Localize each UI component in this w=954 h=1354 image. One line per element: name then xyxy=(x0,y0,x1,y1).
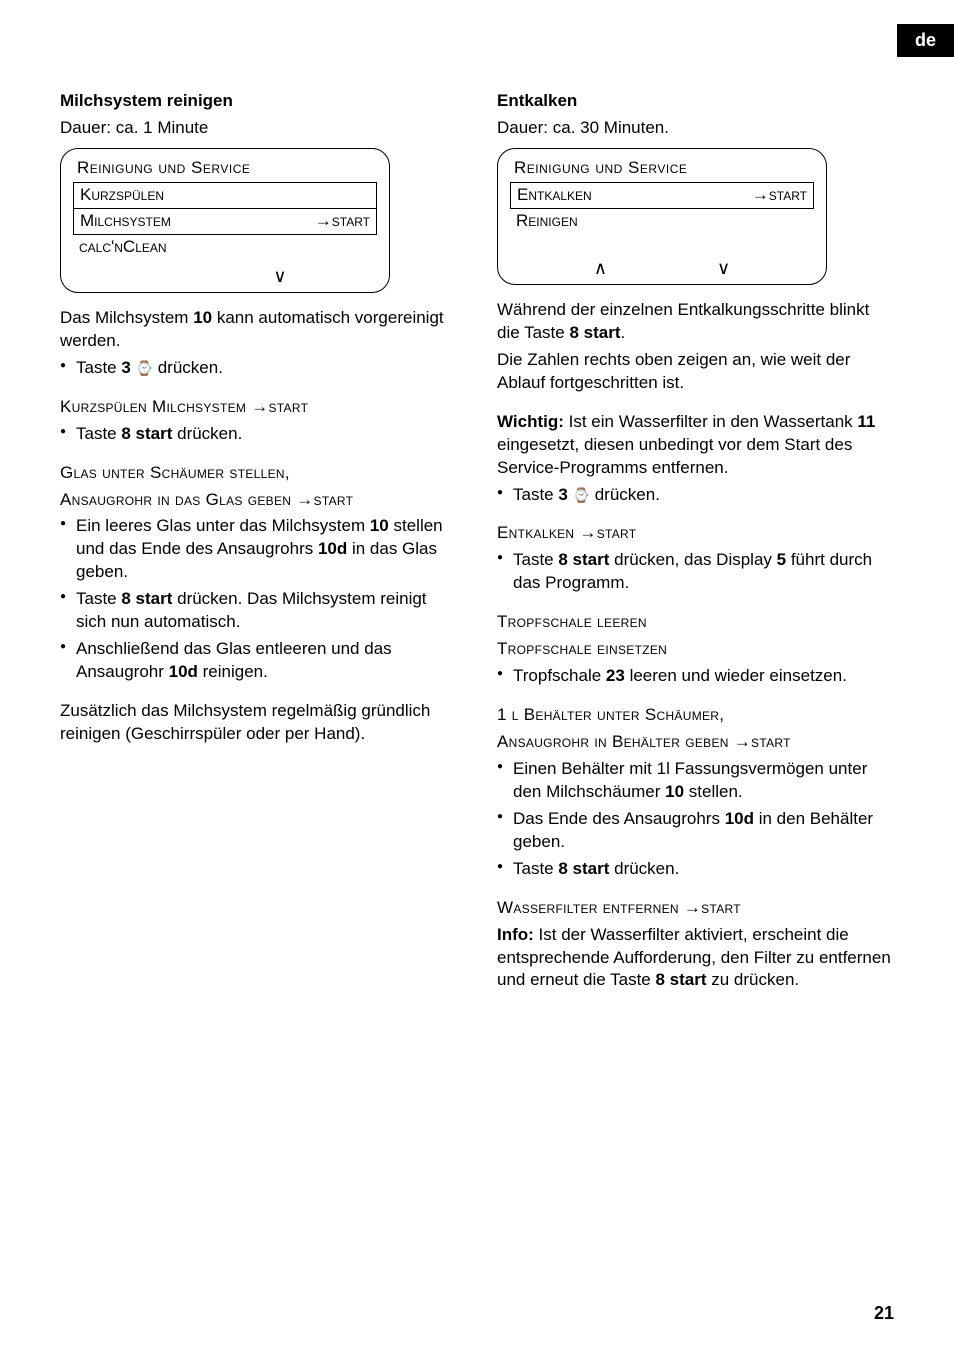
left-display: Reinigung und Service Kurzspülen Milchsy… xyxy=(60,148,390,293)
disp-scroll: ∧ ∨ xyxy=(510,252,814,280)
disp-scroll: ∨ xyxy=(73,260,377,288)
left-column: Milchsystem reinigen Dauer: ca. 1 Minute… xyxy=(60,90,457,996)
page-number: 21 xyxy=(874,1303,894,1324)
paragraph: Info: Ist der Wasserfilter aktiviert, er… xyxy=(497,924,894,993)
paragraph: Die Zahlen rechts oben zeigen an, wie we… xyxy=(497,349,894,395)
paragraph: Wichtig: Ist ein Wasserfilter in den Was… xyxy=(497,411,894,480)
list-item: Taste 3 ⌚ drücken. xyxy=(497,484,894,507)
disp-row-highlight: Milchsystem →start xyxy=(73,208,377,235)
paragraph: Während der einzelnen Entkalkungsschritt… xyxy=(497,299,894,345)
chevron-down-icon: ∨ xyxy=(273,264,286,288)
display-text: Wasserfilter entfernen →start xyxy=(497,897,894,920)
list-item: Ein leeres Glas unter das Milchsystem 10… xyxy=(60,515,457,584)
display-text: Entkalken →start xyxy=(497,522,894,545)
right-heading: Entkalken xyxy=(497,91,577,110)
right-duration: Dauer: ca. 30 Minuten. xyxy=(497,117,894,140)
disp-title: Reinigung und Service xyxy=(510,157,814,182)
list-item: Taste 8 start drücken. Das Milchsystem r… xyxy=(60,588,457,634)
paragraph: Zusätzlich das Milchsystem regelmäßig gr… xyxy=(60,700,457,746)
display-text: Ansaugrohr in das Glas geben →start xyxy=(60,489,457,512)
right-column: Entkalken Dauer: ca. 30 Minuten. Reinigu… xyxy=(497,90,894,996)
list-item: Einen Behälter mit 1l Fassungsvermögen u… xyxy=(497,758,894,804)
display-text: Glas unter Schäumer stellen, xyxy=(60,462,457,485)
list-item: Tropfschale 23 leeren und wieder einsetz… xyxy=(497,665,894,688)
left-heading: Milchsystem reinigen xyxy=(60,91,233,110)
right-display: Reinigung und Service Entkalken →start R… xyxy=(497,148,827,285)
disp-row-highlight: Entkalken →start xyxy=(510,182,814,209)
list-item: Taste 8 start drücken, das Display 5 füh… xyxy=(497,549,894,595)
chevron-down-icon: ∨ xyxy=(717,256,730,280)
list-item: Anschließend das Glas entleeren und das … xyxy=(60,638,457,684)
display-text: Tropfschale leeren xyxy=(497,611,894,634)
list-item: Taste 8 start drücken. xyxy=(497,858,894,881)
display-text: 1 l Behälter unter Schäumer, xyxy=(497,704,894,727)
display-text: Ansaugrohr in Behälter geben →start xyxy=(497,731,894,754)
disp-row: Kurzspülen xyxy=(73,182,377,208)
display-text: Tropfschale einsetzen xyxy=(497,638,894,661)
locale-tab: de xyxy=(897,24,954,57)
disp-row: calc'nClean xyxy=(73,235,377,260)
disp-title: Reinigung und Service xyxy=(73,157,377,182)
left-duration: Dauer: ca. 1 Minute xyxy=(60,117,457,140)
list-item: Taste 3 ⌚ drücken. xyxy=(60,357,457,380)
paragraph: Das Milchsystem 10 kann automatisch vorg… xyxy=(60,307,457,353)
chevron-up-icon: ∧ xyxy=(594,256,607,280)
disp-row: Reinigen xyxy=(510,209,814,234)
list-item: Das Ende des Ansaugrohrs 10d in den Behä… xyxy=(497,808,894,854)
list-item: Taste 8 start drücken. xyxy=(60,423,457,446)
display-text: Kurzspülen Milchsystem →start xyxy=(60,396,457,419)
